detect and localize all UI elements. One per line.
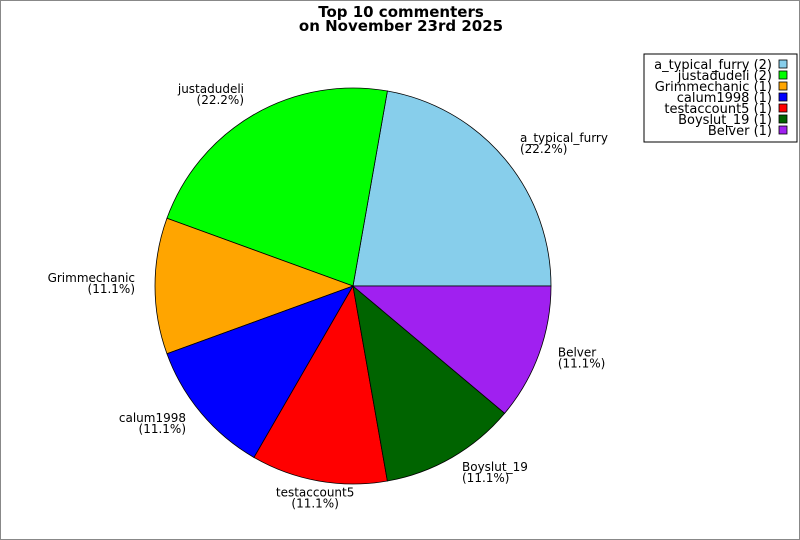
slice-percent: (11.1%) [139, 422, 186, 436]
slice-percent: (11.1%) [88, 282, 135, 296]
legend-entry: testaccount5 (1) [664, 102, 772, 117]
slice-label: justadudeli [177, 82, 244, 96]
slice-percent: (22.2%) [520, 142, 567, 156]
legend-box [643, 53, 798, 143]
pie-slice-justadudeli [166, 87, 388, 287]
slice-percent: (11.1%) [462, 471, 509, 485]
legend-entry: calum1998 (1) [677, 91, 772, 106]
slice-label: Grimmechanic [48, 271, 135, 285]
legend-entry: a_typical_furry (2) [654, 58, 772, 73]
slice-percent: (22.2%) [197, 93, 244, 107]
pie-slice-calum1998 [166, 285, 354, 459]
pie-slice-a_typical_furry [352, 90, 552, 287]
legend-swatch [778, 114, 788, 124]
slice-percent: (11.1%) [291, 497, 338, 511]
chart-title-line-2: on November 23rd 2025 [299, 17, 503, 35]
slice-label: Belver [558, 346, 596, 360]
legend-swatch [778, 81, 788, 91]
legend-entry: justadudeli (2) [677, 69, 772, 84]
slice-label: a_typical_furry [520, 131, 608, 145]
legend-swatch [778, 103, 788, 113]
legend-swatch [778, 125, 788, 135]
slice-label: calum1998 [119, 411, 186, 425]
legend-swatch [778, 92, 788, 102]
slice-percent: (11.1%) [558, 357, 605, 371]
legend-entry: Belver (1) [708, 124, 772, 139]
legend-entry: Grimmechanic (1) [655, 80, 772, 95]
pie-slice-testaccount5 [253, 284, 388, 485]
slice-label: Boyslut_19 [462, 460, 528, 474]
pie-slice-Belver [351, 285, 552, 414]
slice-label: testaccount5 [276, 486, 355, 500]
legend-swatch [778, 59, 788, 69]
legend-swatch [778, 70, 788, 80]
pie-slice-Grimmechanic [154, 217, 355, 355]
legend: a_typical_furry (2)justadudeli (2)Grimme… [643, 53, 798, 143]
chart-title-line-1: Top 10 commenters [318, 3, 484, 21]
pie-slice-Boyslut_19 [352, 284, 506, 482]
legend-entry: Boyslut_19 (1) [678, 113, 772, 128]
